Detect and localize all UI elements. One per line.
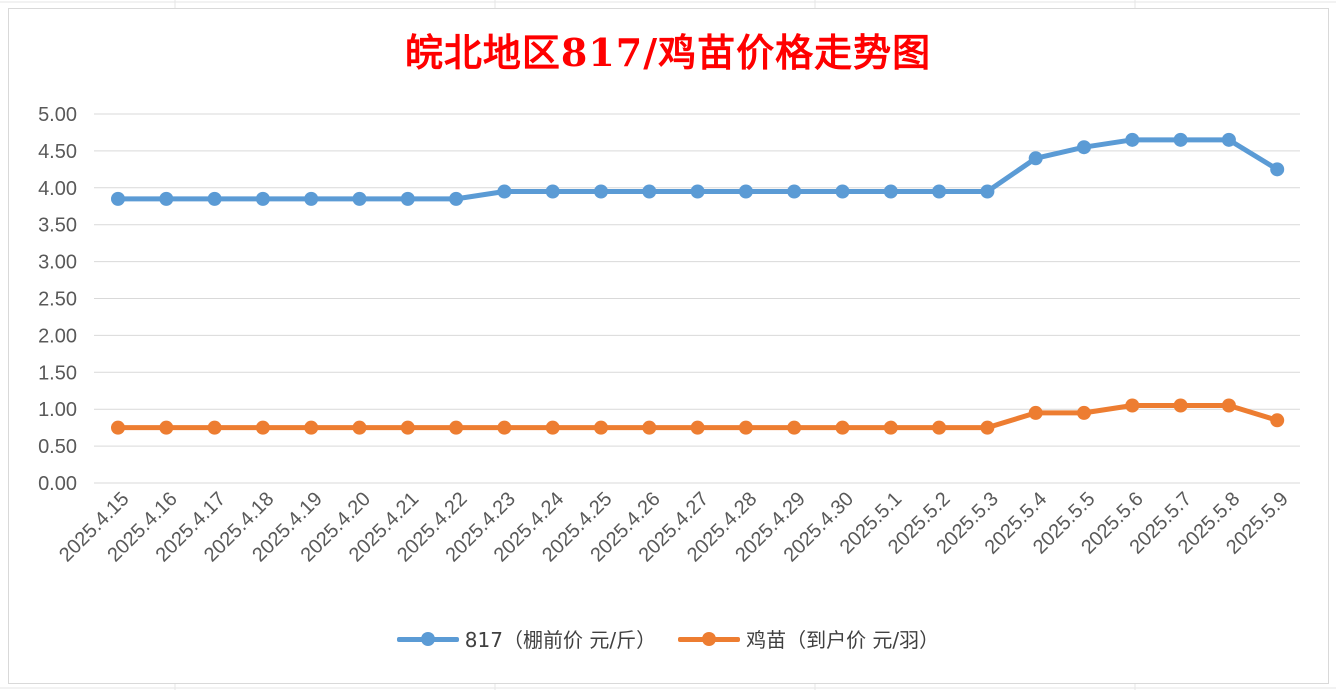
data-point: [835, 184, 850, 199]
data-point: [932, 184, 947, 199]
data-point: [449, 191, 464, 206]
data-point: [352, 191, 367, 206]
data-point: [932, 420, 947, 435]
data-point: [883, 184, 898, 199]
data-point: [400, 420, 415, 435]
data-point: [400, 191, 415, 206]
data-point: [255, 420, 270, 435]
data-point: [111, 191, 125, 206]
data-point: [642, 420, 657, 435]
data-point: [255, 191, 270, 206]
data-point: [1125, 398, 1140, 413]
legend-label-817: 817（棚前价 元/斤）: [464, 628, 657, 652]
legend-item-817: 817（棚前价 元/斤）: [396, 624, 657, 653]
data-point: [545, 420, 560, 435]
legend-marker-chick: [678, 631, 741, 646]
data-point: [1270, 162, 1285, 177]
data-point: [690, 184, 705, 199]
data-point: [1221, 132, 1236, 147]
chart-title: 皖北地区817/鸡苗价格走势图: [404, 30, 932, 75]
data-point: [449, 420, 464, 435]
data-point: [690, 420, 705, 435]
y-tick-label: 3.00: [38, 252, 77, 274]
data-point: [1173, 398, 1188, 413]
data-point: [835, 420, 850, 435]
y-tick-label: 3.50: [38, 215, 77, 237]
data-point: [1173, 132, 1188, 147]
y-tick-label: 4.00: [38, 178, 77, 200]
data-point: [787, 420, 802, 435]
data-point: [304, 420, 319, 435]
y-tick-label: 5.00: [38, 104, 77, 126]
data-point: [497, 420, 512, 435]
legend-label-chick: 鸡苗（到户价 元/羽）: [746, 628, 940, 652]
data-point: [883, 420, 898, 435]
data-point: [738, 420, 753, 435]
data-point: [594, 420, 608, 435]
series-1: [111, 398, 1285, 435]
y-tick-label: 2.00: [38, 325, 77, 347]
data-point: [207, 191, 222, 206]
data-point: [980, 184, 995, 199]
legend: 817（棚前价 元/斤） 鸡苗（到户价 元/羽）: [0, 624, 1336, 653]
data-point: [1221, 398, 1236, 413]
x-axis-tick-labels: 2025.4.152025.4.162025.4.172025.4.182025…: [55, 488, 1293, 566]
data-point: [352, 420, 367, 435]
data-point: [1077, 140, 1091, 155]
legend-item-chick: 鸡苗（到户价 元/羽）: [678, 624, 939, 653]
data-point: [1028, 151, 1043, 166]
y-tick-label: 4.50: [38, 141, 77, 163]
y-axis-tick-labels: 0.00 0.50 1.00 1.50 2.00 2.50 3.00 3.50 4.00 4.50…: [38, 104, 77, 495]
data-point: [1028, 405, 1043, 420]
data-point: [159, 420, 174, 435]
data-point: [159, 191, 174, 206]
chart-area: [8, 8, 1329, 684]
y-tick-label: 0.00: [38, 473, 77, 495]
series-layer: [111, 132, 1285, 435]
series-0: [111, 132, 1285, 206]
y-tick-label: 2.50: [38, 289, 77, 311]
data-point: [738, 184, 753, 199]
data-point: [304, 191, 319, 206]
data-point: [545, 184, 560, 199]
data-point: [787, 184, 802, 199]
data-point: [642, 184, 657, 199]
data-point: [111, 420, 125, 435]
y-tick-label: 1.50: [38, 362, 77, 384]
data-point: [1125, 132, 1140, 147]
data-point: [594, 184, 608, 199]
data-point: [497, 184, 512, 199]
y-tick-label: 0.50: [38, 436, 77, 458]
data-point: [1270, 413, 1285, 428]
data-point: [1077, 405, 1091, 420]
legend-marker-817: [396, 631, 459, 646]
y-tick-label: 1.00: [38, 399, 77, 421]
data-point: [207, 420, 222, 435]
data-point: [980, 420, 995, 435]
